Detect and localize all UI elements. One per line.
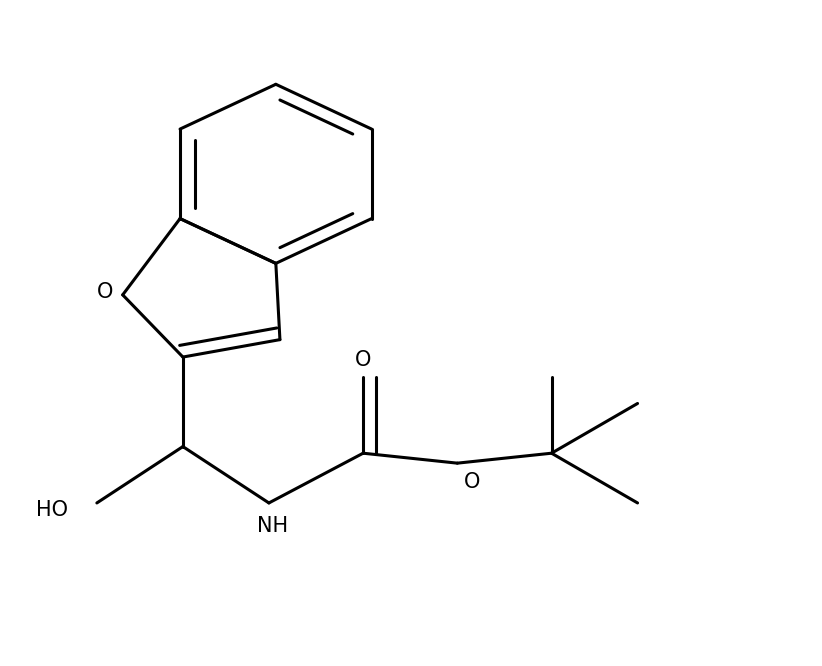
Text: NH: NH [257,516,289,536]
Text: O: O [355,350,372,370]
Text: HO: HO [36,500,67,519]
Text: O: O [464,472,480,492]
Text: O: O [96,282,113,302]
